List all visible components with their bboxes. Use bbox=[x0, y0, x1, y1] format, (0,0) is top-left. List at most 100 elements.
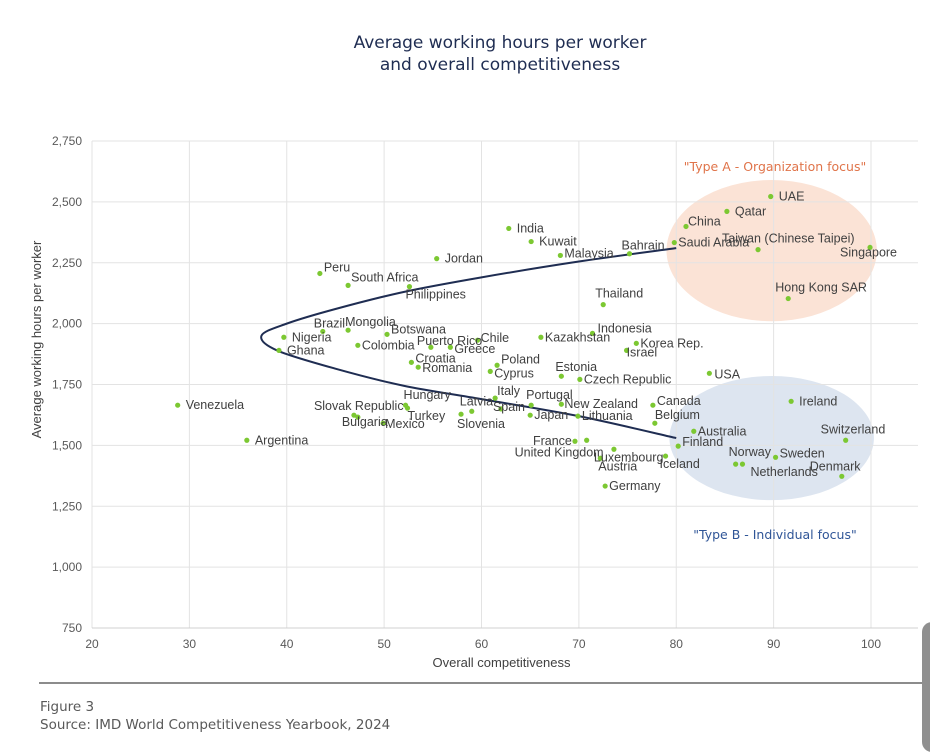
type-b-region bbox=[669, 375, 874, 501]
y-tick-label: 2,250 bbox=[52, 256, 82, 270]
data-point[interactable] bbox=[788, 398, 794, 404]
data-point[interactable] bbox=[733, 461, 739, 467]
point-label: Ireland bbox=[799, 394, 837, 408]
data-point[interactable] bbox=[839, 473, 845, 479]
data-point[interactable] bbox=[768, 193, 774, 200]
data-point[interactable] bbox=[772, 454, 779, 460]
axis-ticks: 20 30 40 50 60 70 80 90 100 750 1,000 1,250 1,500 1,7… bbox=[52, 134, 881, 651]
point-label: Hong Kong SAR bbox=[775, 281, 867, 295]
data-point[interactable] bbox=[739, 461, 746, 467]
point-label: Turkey bbox=[407, 409, 445, 423]
point-label: Bulgaria bbox=[342, 415, 388, 429]
data-point[interactable] bbox=[281, 334, 287, 340]
data-point[interactable] bbox=[276, 347, 282, 354]
data-point[interactable] bbox=[345, 327, 351, 333]
data-point[interactable] bbox=[683, 223, 689, 230]
data-point[interactable] bbox=[528, 238, 534, 245]
data-point[interactable] bbox=[785, 295, 791, 302]
data-point[interactable] bbox=[469, 408, 475, 414]
point-label: Peru bbox=[324, 260, 350, 274]
data-point[interactable] bbox=[434, 256, 440, 262]
data-point[interactable] bbox=[611, 446, 617, 452]
data-point[interactable] bbox=[320, 328, 326, 335]
data-point[interactable] bbox=[494, 362, 500, 368]
data-point[interactable] bbox=[528, 402, 534, 408]
data-point[interactable] bbox=[404, 405, 411, 411]
data-point[interactable] bbox=[175, 402, 181, 408]
data-point[interactable] bbox=[408, 359, 414, 365]
data-point[interactable] bbox=[498, 406, 504, 412]
point-label: Qatar bbox=[735, 204, 766, 218]
data-point[interactable] bbox=[380, 420, 386, 426]
data-point[interactable] bbox=[675, 443, 681, 449]
data-point[interactable] bbox=[447, 344, 453, 350]
point-label: Argentina bbox=[255, 433, 309, 447]
data-point[interactable] bbox=[843, 437, 849, 443]
data-point[interactable] bbox=[602, 483, 608, 489]
data-point[interactable] bbox=[355, 342, 361, 348]
scrollbar-handle[interactable] bbox=[922, 622, 930, 752]
data-point[interactable] bbox=[584, 437, 590, 443]
point-label: Saudi Arabia bbox=[678, 236, 749, 250]
data-point[interactable] bbox=[652, 420, 658, 426]
point-label: Croatia bbox=[415, 351, 455, 365]
data-point[interactable] bbox=[557, 252, 563, 259]
point-label: Luxembourg bbox=[594, 450, 664, 464]
annotation-texts: "Type A - Organization focus" "Type B - I… bbox=[684, 159, 866, 542]
data-point[interactable] bbox=[589, 330, 596, 336]
data-point[interactable] bbox=[345, 282, 351, 288]
point-label: Nigeria bbox=[292, 330, 332, 344]
type-b-annotation: "Type B - Individual focus" bbox=[693, 527, 856, 542]
point-label: Mongolia bbox=[345, 315, 396, 329]
data-point[interactable] bbox=[558, 373, 564, 379]
data-point[interactable] bbox=[406, 284, 413, 290]
point-label: Japan bbox=[534, 408, 568, 422]
point-label: Norway bbox=[729, 445, 772, 459]
point-label: Kuwait bbox=[539, 235, 577, 249]
data-point[interactable] bbox=[597, 455, 603, 461]
point-label: Latvia bbox=[460, 394, 493, 408]
data-point[interactable] bbox=[577, 376, 583, 382]
data-point[interactable] bbox=[867, 244, 873, 251]
data-point[interactable] bbox=[458, 411, 464, 417]
data-point[interactable] bbox=[317, 270, 323, 277]
data-point[interactable] bbox=[428, 344, 434, 350]
data-point[interactable] bbox=[650, 402, 656, 408]
data-point[interactable] bbox=[475, 337, 481, 343]
data-point[interactable] bbox=[633, 340, 639, 346]
data-point[interactable] bbox=[671, 239, 677, 246]
data-point[interactable] bbox=[527, 412, 533, 418]
data-point[interactable] bbox=[755, 247, 761, 253]
data-point[interactable] bbox=[487, 368, 493, 374]
data-point[interactable] bbox=[575, 413, 581, 419]
y-tick-label: 1,750 bbox=[52, 378, 82, 392]
data-point[interactable] bbox=[724, 208, 730, 214]
data-point[interactable] bbox=[415, 364, 421, 370]
data-point[interactable] bbox=[662, 453, 669, 459]
data-point[interactable] bbox=[492, 395, 498, 401]
data-point[interactable] bbox=[623, 347, 630, 354]
data-point[interactable] bbox=[355, 414, 361, 420]
data-point[interactable] bbox=[558, 401, 564, 407]
data-point[interactable] bbox=[626, 251, 633, 257]
y-tick-label: 1,000 bbox=[52, 560, 82, 574]
data-point[interactable] bbox=[691, 428, 697, 434]
data-point[interactable] bbox=[538, 334, 544, 340]
data-point[interactable] bbox=[572, 438, 578, 444]
point-label: USA bbox=[714, 367, 740, 381]
data-point[interactable] bbox=[384, 331, 390, 337]
point-label: New Zealand bbox=[564, 397, 638, 411]
y-tick-label: 2,500 bbox=[52, 195, 82, 209]
point-label: Netherlands bbox=[750, 465, 817, 479]
chart-title-line2: and overall competitiveness bbox=[379, 55, 621, 75]
data-point[interactable] bbox=[506, 225, 512, 232]
point-label: Kazakhstan bbox=[545, 330, 610, 344]
data-point[interactable] bbox=[244, 437, 250, 443]
data-point[interactable] bbox=[600, 302, 606, 308]
x-tick-label: 100 bbox=[861, 637, 881, 651]
point-label: Iceland bbox=[660, 457, 700, 471]
point-label: Colombia bbox=[362, 338, 415, 352]
data-point[interactable] bbox=[351, 412, 357, 418]
data-point[interactable] bbox=[706, 370, 712, 376]
